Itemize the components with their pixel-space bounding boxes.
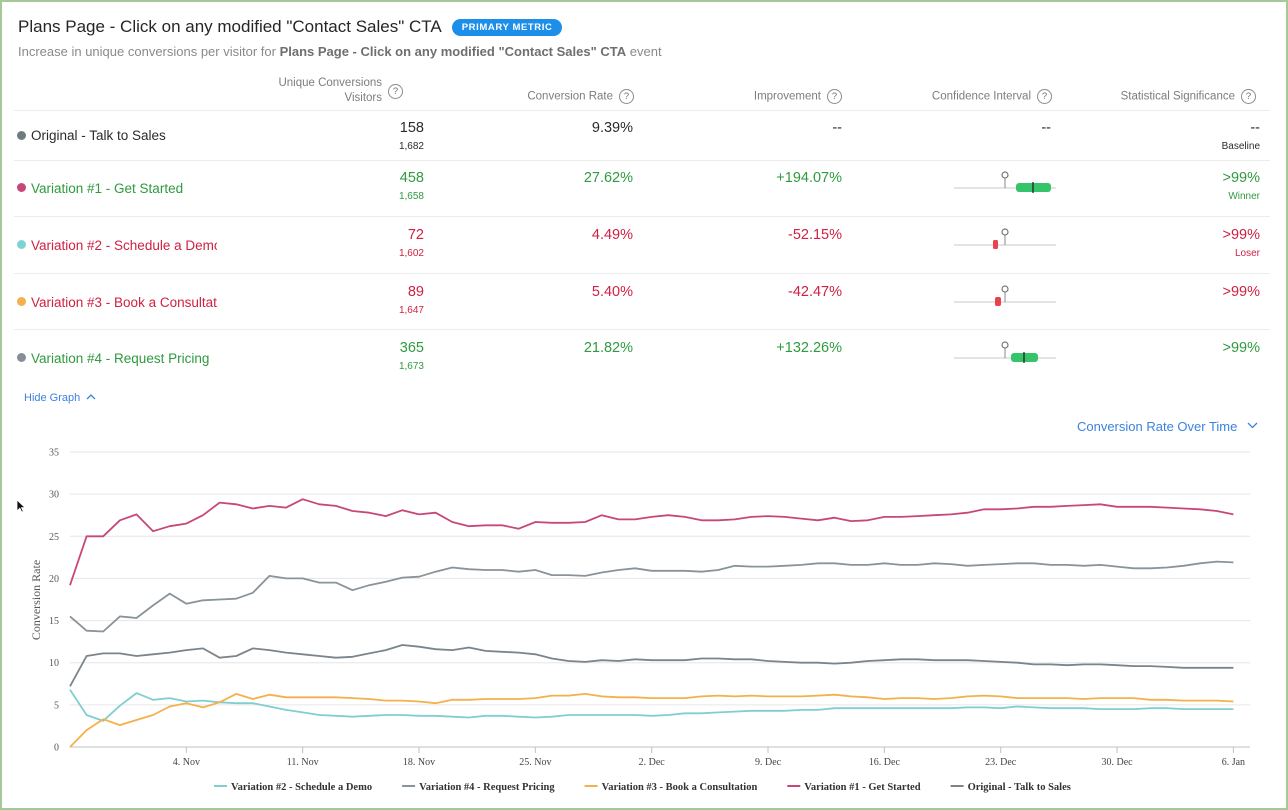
variation-name[interactable]: Variation #4 - Request Pricing [31,351,210,366]
conversion-rate: 21.82% [583,340,633,356]
visitors-count: 1,602 [398,248,424,259]
help-icon[interactable]: ? [619,89,634,104]
visitors-count: 1,682 [398,141,424,152]
col-header-rate: Conversion Rate? [527,89,634,105]
subtitle-prefix: Increase in unique conversions per visit… [18,44,280,59]
chevron-down-icon [1247,422,1258,429]
metric-header: Plans Page - Click on any modified "Cont… [18,17,563,37]
conversion-rate: 9.39% [591,120,633,136]
statistical-significance: >99% [1222,340,1261,356]
variation-name[interactable]: Variation #1 - Get Started [31,181,184,196]
visitors-count: 1,647 [398,305,424,316]
help-icon[interactable]: ? [1037,89,1052,104]
divider [14,110,1270,111]
mouse-cursor-icon [16,499,26,513]
statistical-significance: >99% [1222,170,1261,186]
hide-graph-label: Hide Graph [24,392,81,404]
confidence-interval-graphic [954,341,1056,363]
improvement: -42.47% [787,284,842,300]
help-icon[interactable]: ? [388,83,403,99]
variation-name[interactable]: Variation #2 - Schedule a Demo [31,238,217,253]
unique-conversions: 158 [399,120,424,136]
unique-conversions: 458 [399,170,424,186]
divider [14,329,1270,330]
col-header-conversions: Unique Conversions Visitors ? [278,76,403,106]
conversion-rate: 27.62% [583,170,633,186]
confidence-interval-graphic [954,285,1056,306]
conversion-rate: 5.40% [591,284,633,300]
hide-graph-toggle[interactable]: Hide Graph [24,392,96,404]
divider [14,160,1270,161]
variation-color-dot [17,240,26,249]
variation-color-dot [17,131,26,140]
statistical-significance: >99% [1222,284,1261,300]
improvement: +132.26% [776,340,842,356]
significance-verdict: Loser [1234,248,1260,259]
help-icon[interactable]: ? [827,89,842,104]
improvement: +194.07% [776,170,842,186]
improvement: -- [832,120,842,136]
col-header-improvement-label: Improvement [753,90,821,103]
statistical-significance: >99% [1222,227,1261,243]
improvement: -52.15% [787,227,842,243]
significance-verdict: Winner [1228,191,1260,202]
col-header-significance-label: Statistical Significance [1120,90,1235,103]
unique-conversions: 72 [407,227,424,243]
unique-conversions: 89 [407,284,424,300]
col-header-significance: Statistical Significance? [1121,89,1256,105]
chart-metric-dropdown[interactable]: Conversion Rate Over Time [1077,419,1258,434]
conversion-rate: 4.49% [591,227,633,243]
subtitle-event-name: Plans Page - Click on any modified "Cont… [279,44,627,59]
visitors-count: 1,673 [398,361,424,372]
confidence-interval-graphic [954,228,1056,249]
variation-color-dot [17,297,26,306]
metric-subtitle: Increase in unique conversions per visit… [18,44,662,59]
subtitle-suffix: event [626,44,662,59]
confidence-interval: -- [1041,120,1051,136]
col-header-rate-label: Conversion Rate [527,90,613,103]
statistical-significance: -- [1250,120,1260,136]
help-icon[interactable]: ? [1241,89,1256,104]
divider [14,273,1270,274]
variation-name[interactable]: Variation #3 - Book a Consultation [31,295,217,310]
metric-title: Plans Page - Click on any modified "Cont… [18,17,442,36]
visitors-count: 1,658 [398,191,424,202]
col-header-visitors: Visitors [344,92,383,104]
variation-color-dot [17,353,26,362]
col-header-improvement: Improvement? [754,89,842,105]
confidence-interval-graphic [954,171,1056,193]
unique-conversions: 365 [399,340,424,356]
primary-metric-badge: PRIMARY METRIC [451,18,563,36]
col-header-ci: Confidence Interval? [932,89,1052,105]
divider [14,216,1270,217]
col-header-conversions-line1: Unique Conversions [278,77,382,89]
col-header-ci-label: Confidence Interval [931,90,1031,103]
significance-verdict: Baseline [1221,141,1260,152]
chevron-up-icon [86,394,96,400]
chart-metric-label: Conversion Rate Over Time [1076,419,1238,434]
variation-name[interactable]: Original - Talk to Sales [31,128,166,143]
variation-color-dot [17,183,26,192]
